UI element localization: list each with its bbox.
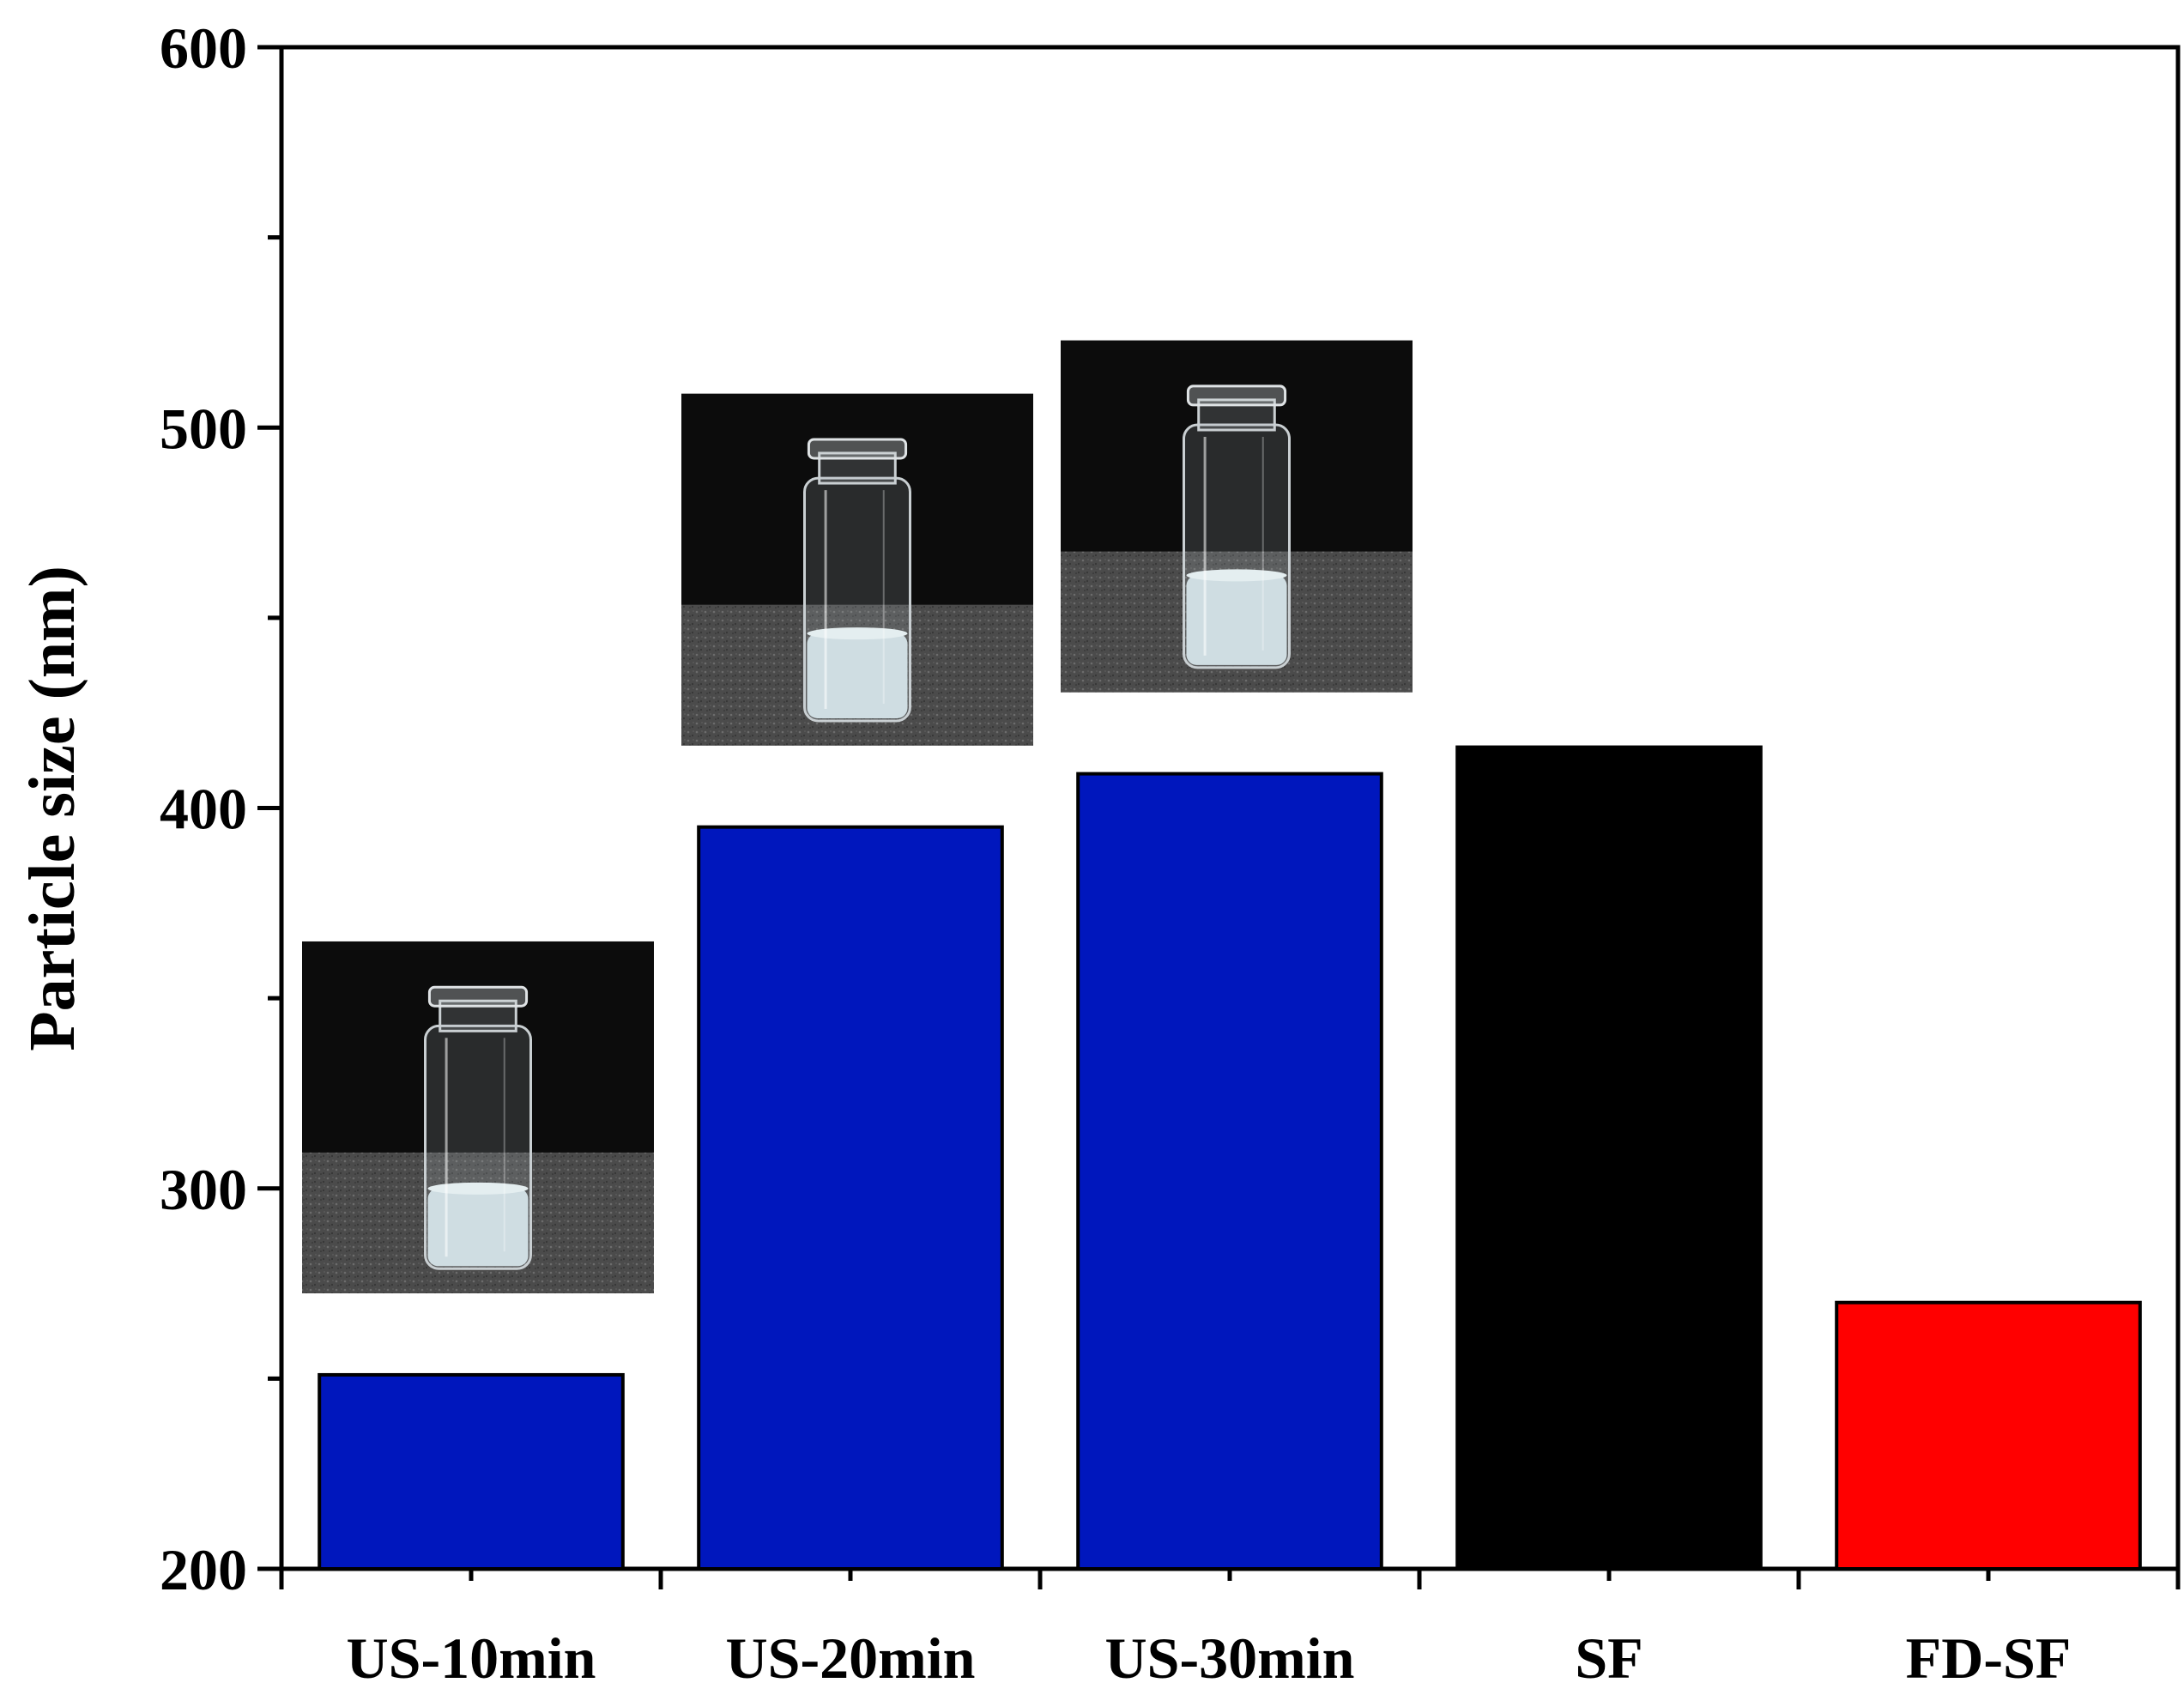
x-tick-label: SF: [1575, 1625, 1643, 1691]
vial-photo: [302, 941, 654, 1293]
y-tick-label: 200: [160, 1537, 247, 1602]
vial-photo: [681, 393, 1033, 746]
bar-us-30min: [1076, 772, 1383, 1571]
bar-sf: [1455, 745, 1763, 1571]
vial-meniscus: [427, 1182, 529, 1195]
x-tick-labels: US-10min US-20min US-30min SF FD-SF: [347, 1625, 2072, 1691]
bar-fd-sf: [1835, 1300, 2142, 1571]
x-tick-label: US-30min: [1105, 1625, 1355, 1691]
y-tick-label: 600: [160, 15, 247, 81]
y-tick-label: 500: [160, 396, 247, 461]
x-axis-ticks: [279, 1569, 2181, 1589]
vial-meniscus: [807, 627, 908, 640]
vial-lip: [1186, 384, 1287, 407]
bar-us-20min: [697, 825, 1004, 1571]
vial-liquid: [1186, 575, 1287, 665]
vial-meniscus: [1186, 569, 1287, 582]
vial-liquid: [427, 1188, 529, 1267]
y-axis-ticks: [257, 45, 281, 1571]
inset-photos: [302, 340, 1413, 1293]
bars-group: [318, 745, 2142, 1571]
y-axis-title: Particle size (nm): [16, 566, 88, 1051]
x-tick-label: US-20min: [726, 1625, 976, 1691]
x-tick-label: FD-SF: [1906, 1625, 2072, 1691]
vial-liquid: [807, 633, 908, 718]
vial-lip: [427, 985, 529, 1008]
y-tick-label: 300: [160, 1157, 247, 1222]
vial-photo: [1061, 340, 1413, 693]
y-tick-labels: 200 300 400 500 600: [160, 15, 247, 1602]
x-tick-label: US-10min: [347, 1625, 596, 1691]
vial-lip: [807, 438, 908, 460]
y-tick-label: 400: [160, 777, 247, 842]
bar-us-10min: [318, 1372, 625, 1571]
